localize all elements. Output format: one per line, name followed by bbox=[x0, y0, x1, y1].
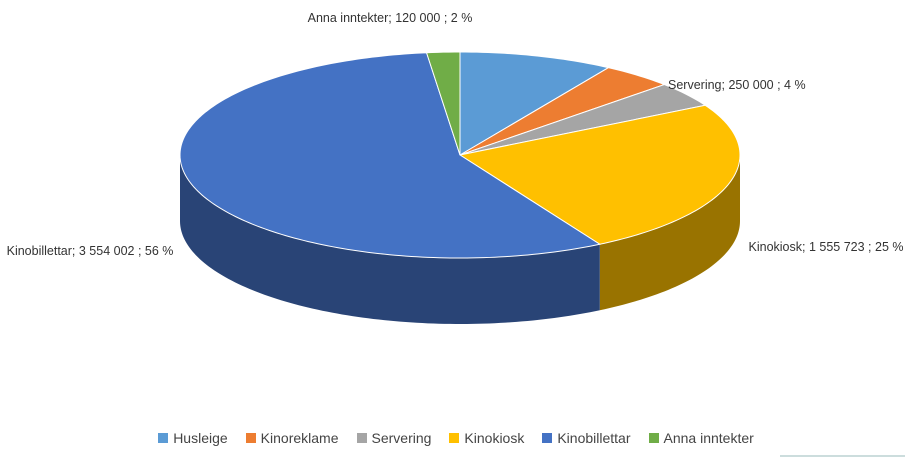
pie-slice bbox=[459, 51, 610, 156]
pie-slice bbox=[458, 104, 741, 245]
legend-swatch bbox=[648, 433, 659, 443]
pie-slice bbox=[425, 51, 461, 156]
legend: Husleige Kinoreklame Servering Kinokiosk Kin… bbox=[0, 430, 912, 446]
pie-slice bbox=[179, 52, 602, 259]
legend-label: Anna inntekter bbox=[663, 430, 754, 446]
data-label: Kinobillettar; 3 554 002 ; 56 % bbox=[6, 244, 174, 258]
legend-label: Kinobillettar bbox=[557, 430, 631, 446]
legend-swatch bbox=[356, 433, 367, 443]
legend-item: Servering bbox=[356, 430, 432, 446]
legend-item: Kinobillettar bbox=[542, 430, 631, 446]
pie-slice bbox=[459, 84, 707, 156]
legend-item: Husleige bbox=[158, 430, 228, 446]
legend-item: Kinokiosk bbox=[449, 430, 524, 446]
data-label: Kinokiosk; 1 555 723 ; 25 % bbox=[748, 240, 904, 254]
legend-label: Kinokiosk bbox=[464, 430, 525, 446]
legend-swatch bbox=[449, 433, 460, 443]
data-label: Anna inntekter; 120 000 ; 2 % bbox=[307, 11, 473, 25]
legend-label: Husleige bbox=[173, 430, 228, 446]
legend-item: Kinoreklame bbox=[245, 430, 339, 446]
legend-swatch bbox=[542, 433, 553, 443]
legend-swatch bbox=[245, 433, 256, 443]
pie-side bbox=[180, 155, 600, 324]
pie-slice bbox=[459, 67, 666, 156]
legend-label: Kinoreklame bbox=[260, 430, 339, 446]
legend-item: Anna inntekter bbox=[648, 430, 754, 446]
legend-label: Servering bbox=[371, 430, 432, 446]
pie-side bbox=[599, 155, 740, 311]
data-label: Servering; 250 000 ; 4 % bbox=[668, 78, 806, 92]
legend-swatch bbox=[158, 433, 169, 443]
